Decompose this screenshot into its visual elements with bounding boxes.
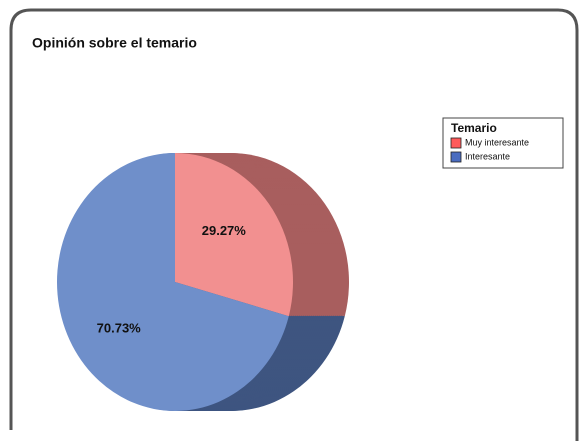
legend: Temario Muy interesante Interesante: [442, 117, 564, 169]
data-label: 70.73%: [97, 320, 142, 335]
pie-slice: [56, 153, 289, 412]
legend-box: [442, 117, 564, 169]
pie: 29.27% 70.73%: [56, 153, 349, 412]
data-label: 29.27%: [202, 223, 247, 238]
legend-label: Interesante: [465, 151, 510, 161]
legend-swatch: [450, 137, 462, 149]
pie-slice: [175, 153, 293, 317]
legend-label: Muy interesante: [465, 137, 529, 147]
frame: [9, 8, 579, 441]
legend-title: Temario: [451, 121, 497, 135]
chart-title: Opinión sobre el temario: [32, 35, 197, 51]
legend-swatch: [450, 151, 462, 163]
